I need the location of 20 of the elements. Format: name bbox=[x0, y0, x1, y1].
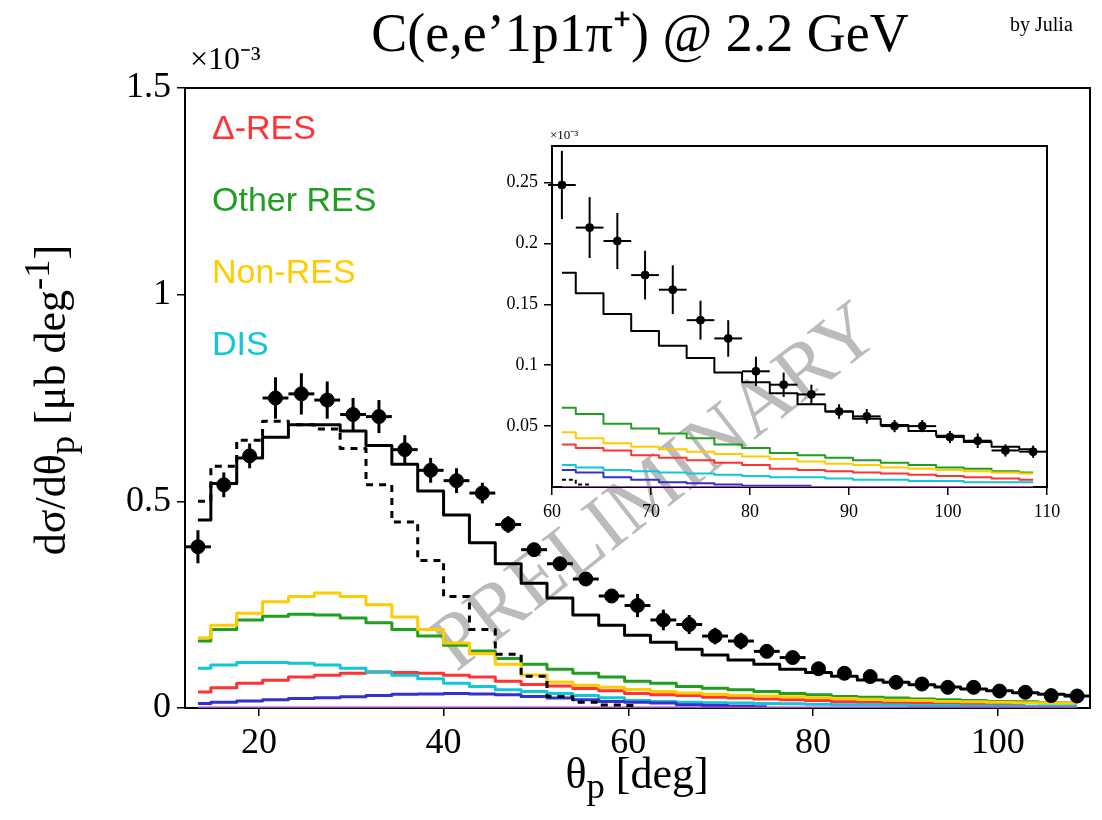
x-tick-label: 80 bbox=[794, 721, 831, 762]
x-tick-label: 110 bbox=[1033, 500, 1061, 521]
x-tick-label: 100 bbox=[934, 500, 962, 521]
y-tick-label: 0.2 bbox=[515, 232, 538, 253]
text: DIS bbox=[212, 324, 269, 363]
text: Non-RES bbox=[212, 252, 356, 291]
y-tick-label: 0.25 bbox=[506, 171, 538, 192]
x-tick-label: 40 bbox=[425, 721, 462, 762]
text: Δ-RES bbox=[212, 108, 316, 147]
x-tick-label: 100 bbox=[970, 721, 1025, 762]
y-tick-label: 0 bbox=[153, 685, 171, 726]
x-tick-label: 20 bbox=[240, 721, 277, 762]
text: by Julia bbox=[1010, 13, 1073, 35]
y-tick-label: 1 bbox=[153, 272, 171, 313]
y-tick-label: 1.5 bbox=[126, 65, 171, 106]
y-tick-label: 0.5 bbox=[126, 478, 171, 519]
annotation: ×10⁻³ bbox=[550, 127, 579, 142]
text: Other RES bbox=[212, 180, 377, 219]
text: ×10⁻³ bbox=[190, 40, 261, 76]
chart-title: C(e,e’1p1π⁺) @ 2.2 GeV bbox=[371, 3, 909, 63]
